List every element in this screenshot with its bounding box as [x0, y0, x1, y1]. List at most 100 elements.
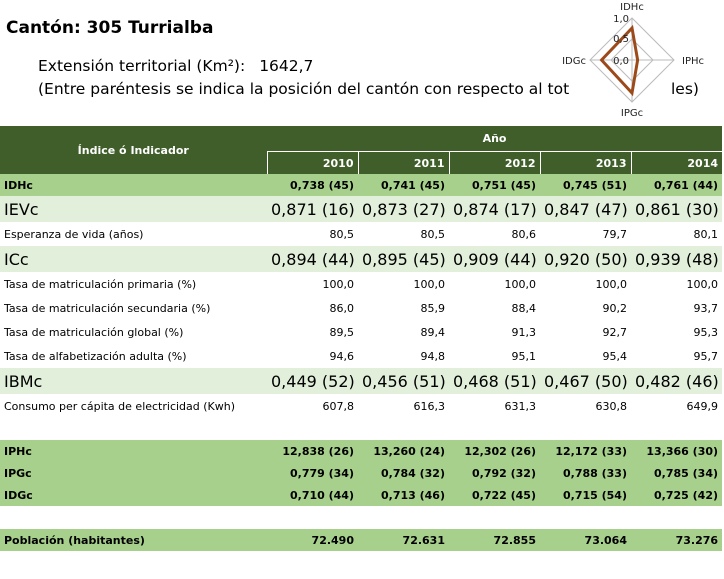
- radar-series: [599, 24, 640, 97]
- row-label: IDGc: [0, 484, 267, 506]
- cell-value: 0,784 (32): [358, 462, 449, 484]
- cell-value: 80,5: [329, 227, 355, 241]
- cell-value: [631, 506, 722, 529]
- row-label: Tasa de matriculación global (%): [4, 325, 184, 339]
- cell-value: 72.855: [449, 529, 540, 551]
- row-label: IEVc: [0, 196, 267, 222]
- row-label: Tasa de alfabetización adulta (%): [4, 349, 187, 363]
- cell-value: 0,895 (45): [358, 246, 449, 272]
- cell-value: 100,0: [686, 277, 719, 291]
- cell-value: 89,5: [329, 325, 355, 339]
- cell-value: 0,715 (54): [540, 484, 631, 506]
- cell-value: 0,788 (33): [540, 462, 631, 484]
- radar-chart: IDHc IPHc IPGc IDGc 1,0 0,5 0,0: [562, 2, 704, 119]
- table-row: IEVc 0,871 (16) 0,873 (27) 0,874 (17) 0,847 …: [0, 196, 723, 222]
- radar-tick-label: 1,0: [613, 14, 629, 25]
- row-label: [0, 506, 267, 529]
- year-col-2011: 2011: [357, 151, 449, 174]
- cell-value: 79,7: [602, 227, 628, 241]
- year-col-2012: 2012: [448, 151, 540, 174]
- row-label: IPHc: [0, 440, 267, 462]
- cell-value: 95,1: [511, 349, 537, 363]
- cell-value: 95,7: [693, 349, 719, 363]
- cell-value: 13,260 (24): [358, 440, 449, 462]
- cell-value: 0,449 (52): [267, 368, 358, 394]
- table-row: IPGc 0,779 (34) 0,784 (32) 0,792 (32) 0,788 …: [0, 462, 723, 484]
- cell-value: 88,4: [511, 301, 537, 315]
- cell-value: 100,0: [595, 277, 628, 291]
- extension-label: Extensión territorial (Km²):: [38, 57, 246, 75]
- radar-axis-label: IPHc: [682, 56, 704, 67]
- radar-labels: IDHc IPHc IPGc IDGc 1,0 0,5 0,0: [562, 2, 704, 119]
- cell-value: 100,0: [504, 277, 537, 291]
- cell-value: 0,894 (44): [267, 246, 358, 272]
- cell-value: 0,874 (17): [449, 196, 540, 222]
- radar-axis-label: IDGc: [562, 56, 586, 67]
- cell-value: [631, 418, 722, 440]
- row-label: IPGc: [0, 462, 267, 484]
- cell-value: 13,366 (30): [631, 440, 723, 462]
- cell-value: 616,3: [413, 399, 446, 413]
- page-title: Cantón: 305 Turrialba: [6, 18, 214, 38]
- cell-value: 92,7: [602, 325, 628, 339]
- cell-value: 0,871 (16): [267, 196, 358, 222]
- year-col-2010: 2010: [266, 151, 358, 174]
- cell-value: 90,2: [602, 301, 628, 315]
- cell-value: 89,4: [420, 325, 446, 339]
- year-col-2013: 2013: [539, 151, 631, 174]
- cell-value: 73.064: [540, 529, 631, 551]
- cell-value: 94,6: [329, 349, 355, 363]
- cell-value: 0,456 (51): [358, 368, 449, 394]
- cell-value: 100,0: [322, 277, 355, 291]
- cell-value: [267, 506, 358, 529]
- radar-axis-label: IPGc: [621, 108, 643, 119]
- cell-value: 0,909 (44): [449, 246, 540, 272]
- cell-value: 72.631: [358, 529, 449, 551]
- row-label: ICc: [0, 246, 267, 272]
- table-row: [0, 418, 722, 440]
- cell-value: [267, 418, 358, 440]
- cell-value: 93,7: [693, 301, 719, 315]
- radar-axis-label: IDHc: [620, 2, 644, 13]
- cell-value: 0,761 (44): [631, 174, 723, 196]
- cell-value: [540, 418, 631, 440]
- row-label: Tasa de matriculación secundaria (%): [4, 301, 211, 315]
- extension-line: Extensión territorial (Km²): 1642,7: [38, 57, 313, 75]
- year-col-2014: 2014: [630, 151, 723, 174]
- cell-value: 91,3: [511, 325, 537, 339]
- cell-value: 0,861 (30): [631, 196, 723, 222]
- table-row: IDGc 0,710 (44) 0,713 (46) 0,722 (45) 0,715 …: [0, 484, 723, 506]
- cell-value: 95,3: [693, 325, 719, 339]
- cell-value: 0,873 (27): [358, 196, 449, 222]
- table-row: Tasa de matriculación global (%) 89,5 89,4…: [0, 320, 722, 344]
- year-header: Año: [267, 126, 723, 152]
- table-body: IDHc 0,738 (45) 0,741 (45) 0,751 (45) 0,745 …: [0, 174, 723, 551]
- cell-value: 80,6: [511, 227, 537, 241]
- radar-series-line: [599, 24, 640, 97]
- radar-tick-label: 0,0: [613, 56, 629, 67]
- table-row: Consumo per cápita de electricidad (Kwh)…: [0, 394, 722, 418]
- row-label: Población (habitantes): [0, 529, 267, 551]
- years-row: 2010 2011 2012 2013 2014: [0, 151, 723, 174]
- cell-value: [540, 506, 631, 529]
- table-row: Tasa de matriculación primaria (%) 100,0 1…: [0, 272, 722, 296]
- cell-value: 12,172 (33): [540, 440, 631, 462]
- cell-value: 0,785 (34): [631, 462, 723, 484]
- cell-value: 0,710 (44): [267, 484, 358, 506]
- cell-value: 80,5: [420, 227, 446, 241]
- table-row: ICc 0,894 (44) 0,895 (45) 0,909 (44) 0,920 (…: [0, 246, 723, 272]
- cell-value: 0,725 (42): [631, 484, 723, 506]
- table-row: Población (habitantes) 72.490 72.631 72.855…: [0, 529, 723, 551]
- table-row: Tasa de matriculación secundaria (%) 86,0…: [0, 296, 722, 320]
- cell-value: 0,847 (47): [540, 196, 631, 222]
- cell-value: [358, 418, 449, 440]
- cell-value: 94,8: [420, 349, 446, 363]
- cell-value: 0,482 (46): [631, 368, 723, 394]
- radar-grid: [589, 17, 675, 103]
- cell-value: 12,838 (26): [267, 440, 358, 462]
- row-label: Tasa de matriculación primaria (%): [4, 277, 197, 291]
- row-label: Esperanza de vida (años): [4, 227, 144, 241]
- position-note: (Entre paréntesis se indica la posición …: [38, 80, 570, 98]
- cell-value: 0,792 (32): [449, 462, 540, 484]
- cell-value: 0,741 (45): [358, 174, 449, 196]
